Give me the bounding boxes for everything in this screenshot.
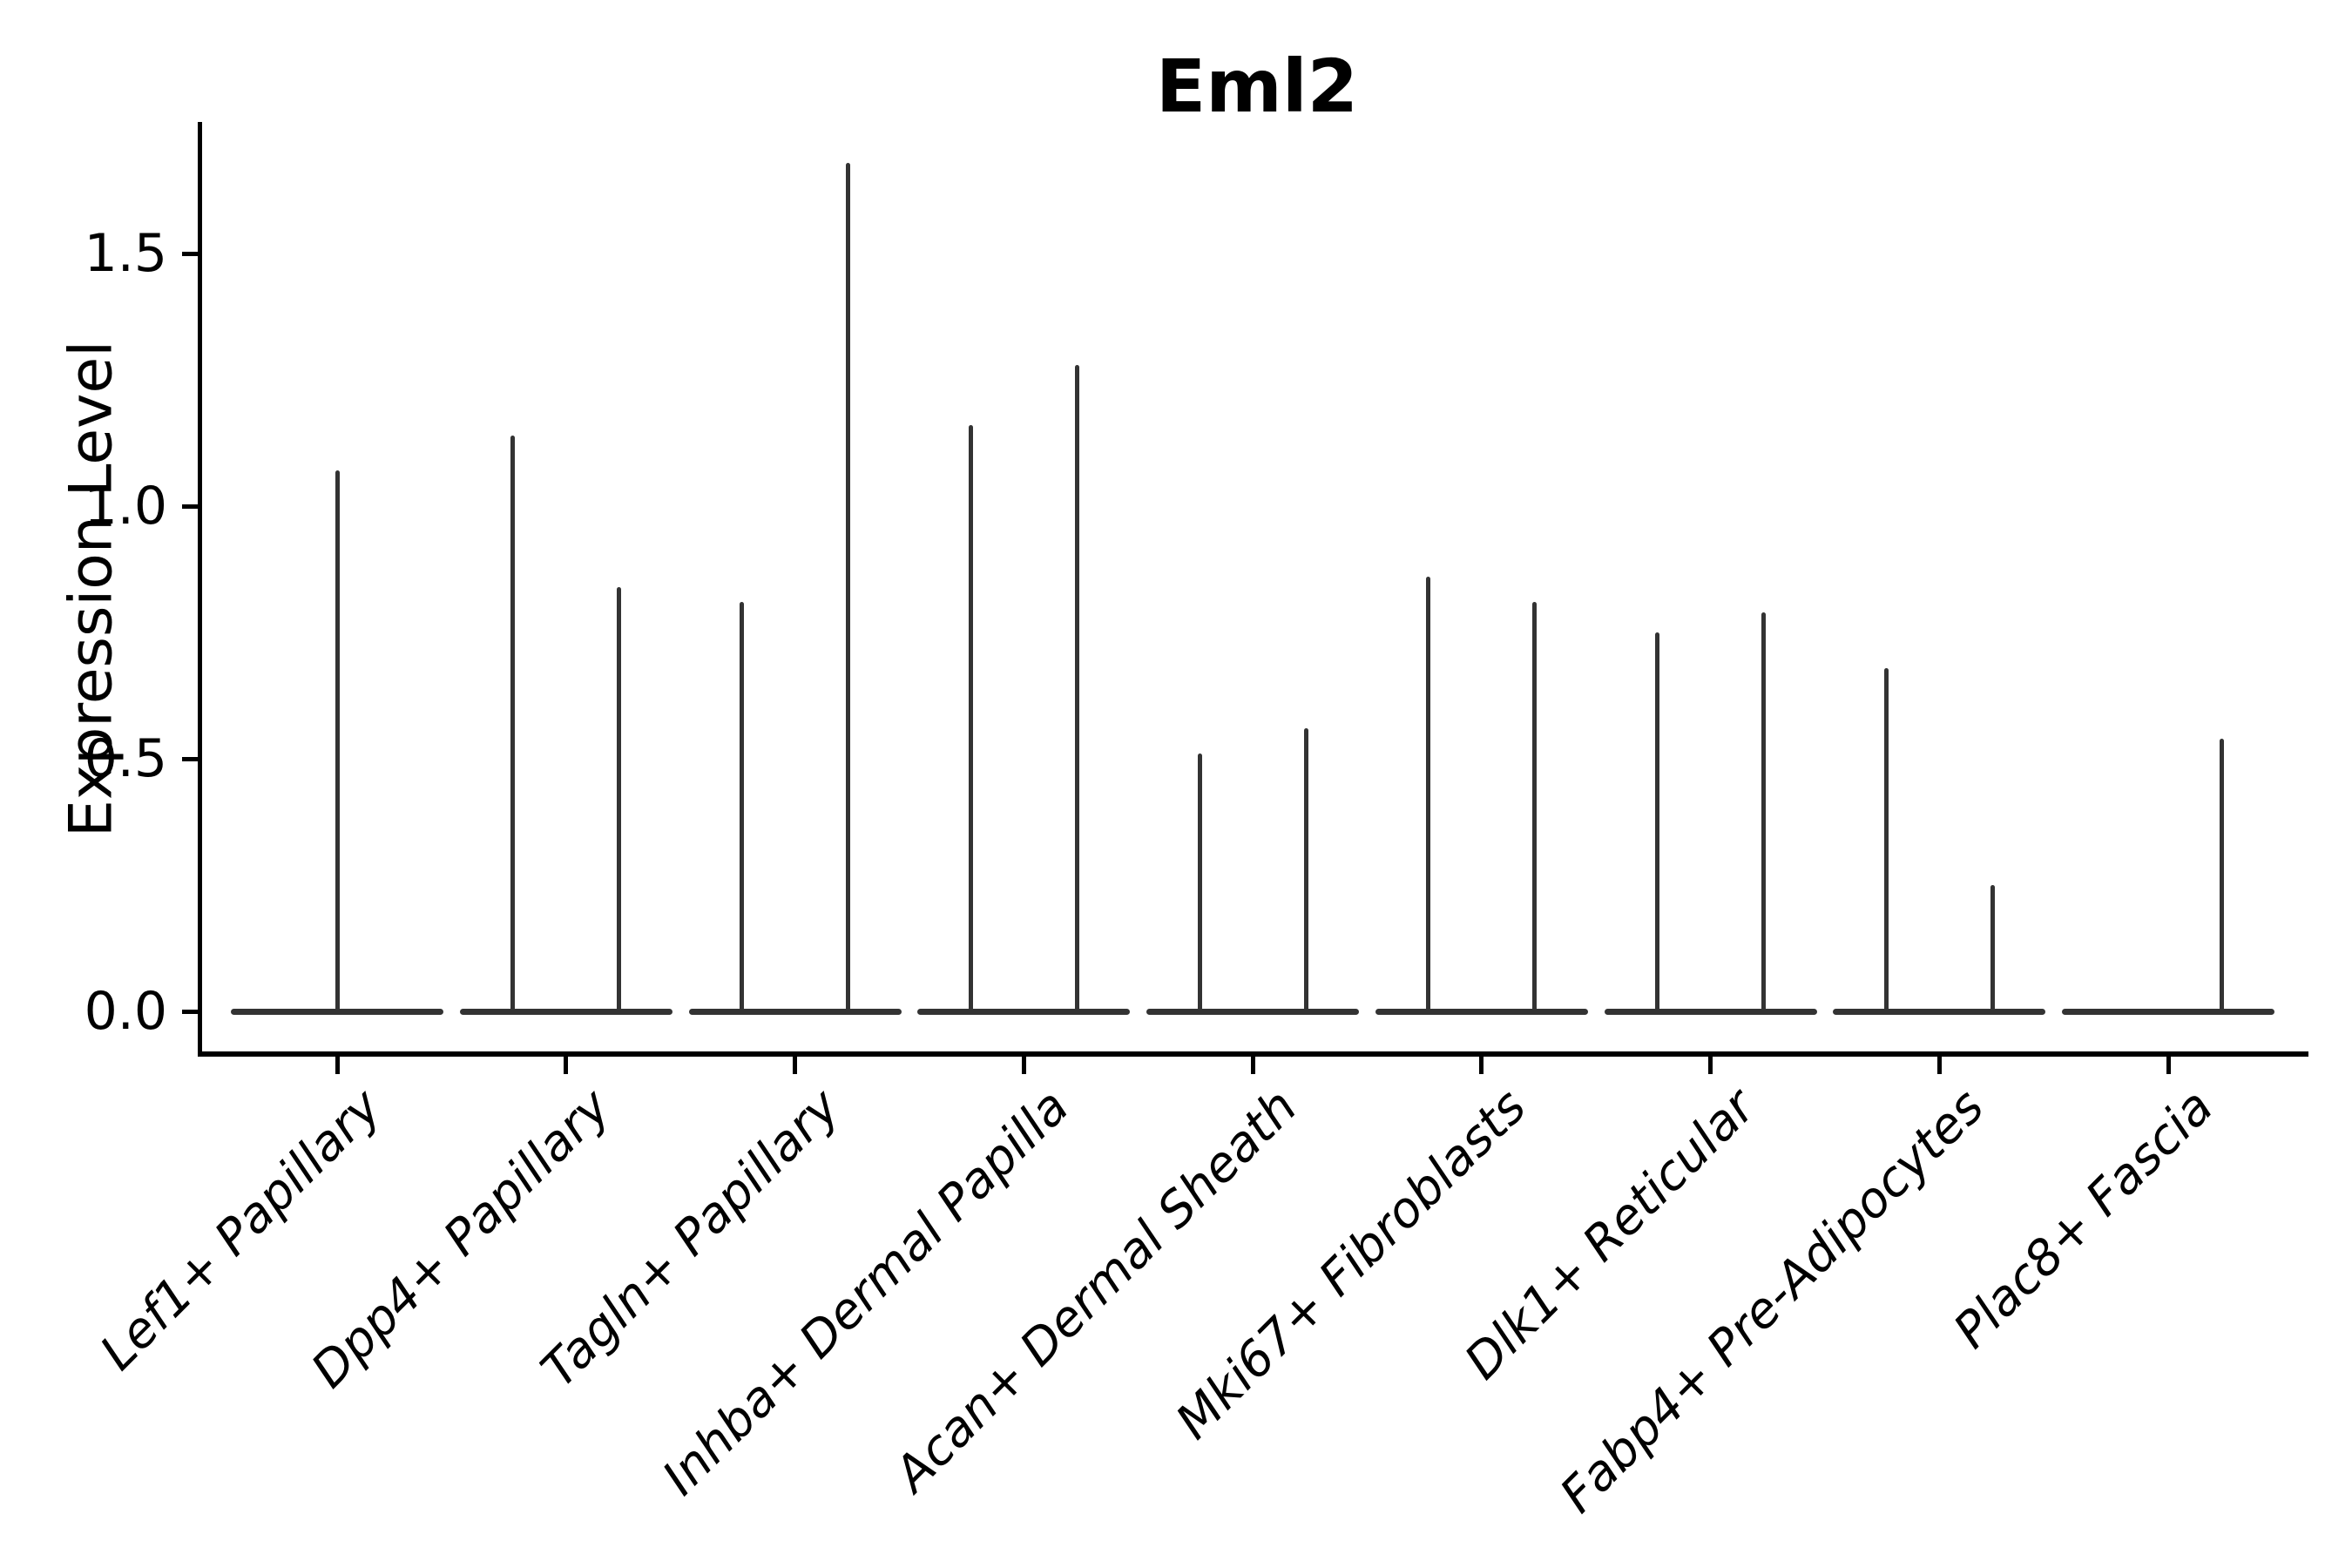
violin-spike <box>510 435 516 1011</box>
violin-spike <box>1074 364 1079 1011</box>
violin-spike <box>1426 577 1431 1011</box>
violin-spike <box>1532 602 1538 1011</box>
y-tick-label: 0.0 <box>84 981 167 1042</box>
violin-base <box>1146 1009 1359 1015</box>
violin-base <box>231 1009 443 1015</box>
violin-spike <box>1303 728 1308 1011</box>
y-tick-label: 1.0 <box>84 476 167 537</box>
violin-spike <box>1990 885 1995 1011</box>
x-tick-mark <box>1708 1057 1713 1074</box>
y-tick-mark <box>182 1010 198 1014</box>
x-axis-spine <box>198 1051 2308 1057</box>
y-axis-spine <box>198 122 202 1057</box>
x-tick-mark <box>1021 1057 1026 1074</box>
violin-base <box>1833 1009 2046 1015</box>
violin-spike <box>1655 632 1659 1011</box>
x-tick-label-text: Inhba+ Dermal Papilla <box>652 1078 1080 1507</box>
violin-base <box>917 1009 1131 1015</box>
violin-spike <box>968 425 973 1011</box>
y-tick-label: 0.5 <box>84 728 167 789</box>
chart-title: Eml2 <box>1155 44 1359 129</box>
violin-base <box>2062 1009 2274 1015</box>
y-tick-mark <box>182 757 198 761</box>
x-tick-label-text: Fabp4+ Pre-Adipocytes <box>1549 1078 1996 1524</box>
violin-base <box>459 1009 672 1015</box>
violin-spike <box>1761 612 1766 1011</box>
violin-base <box>1604 1009 1817 1015</box>
violin-spike <box>2219 738 2224 1011</box>
y-tick-label: 1.5 <box>84 223 167 284</box>
violin-base <box>688 1009 902 1015</box>
violin-spike <box>1883 667 1889 1011</box>
x-tick-mark <box>1936 1057 1942 1074</box>
y-tick-mark <box>182 504 198 509</box>
x-tick-mark <box>1479 1057 1484 1074</box>
x-tick-mark <box>564 1057 569 1074</box>
x-tick-label-text: Acan+ Dermal Sheath <box>883 1078 1308 1503</box>
x-tick-mark <box>335 1057 340 1074</box>
y-tick-mark <box>182 252 198 256</box>
x-tick-mark <box>793 1057 797 1074</box>
violin-base <box>1375 1009 1588 1015</box>
violin-spike <box>846 162 850 1011</box>
x-tick-mark <box>1250 1057 1255 1074</box>
violin-spike <box>740 602 744 1011</box>
x-tick-mark <box>2166 1057 2171 1074</box>
violin-spike <box>617 586 622 1011</box>
violin-spike <box>1197 754 1202 1011</box>
violin-spike <box>335 470 340 1011</box>
